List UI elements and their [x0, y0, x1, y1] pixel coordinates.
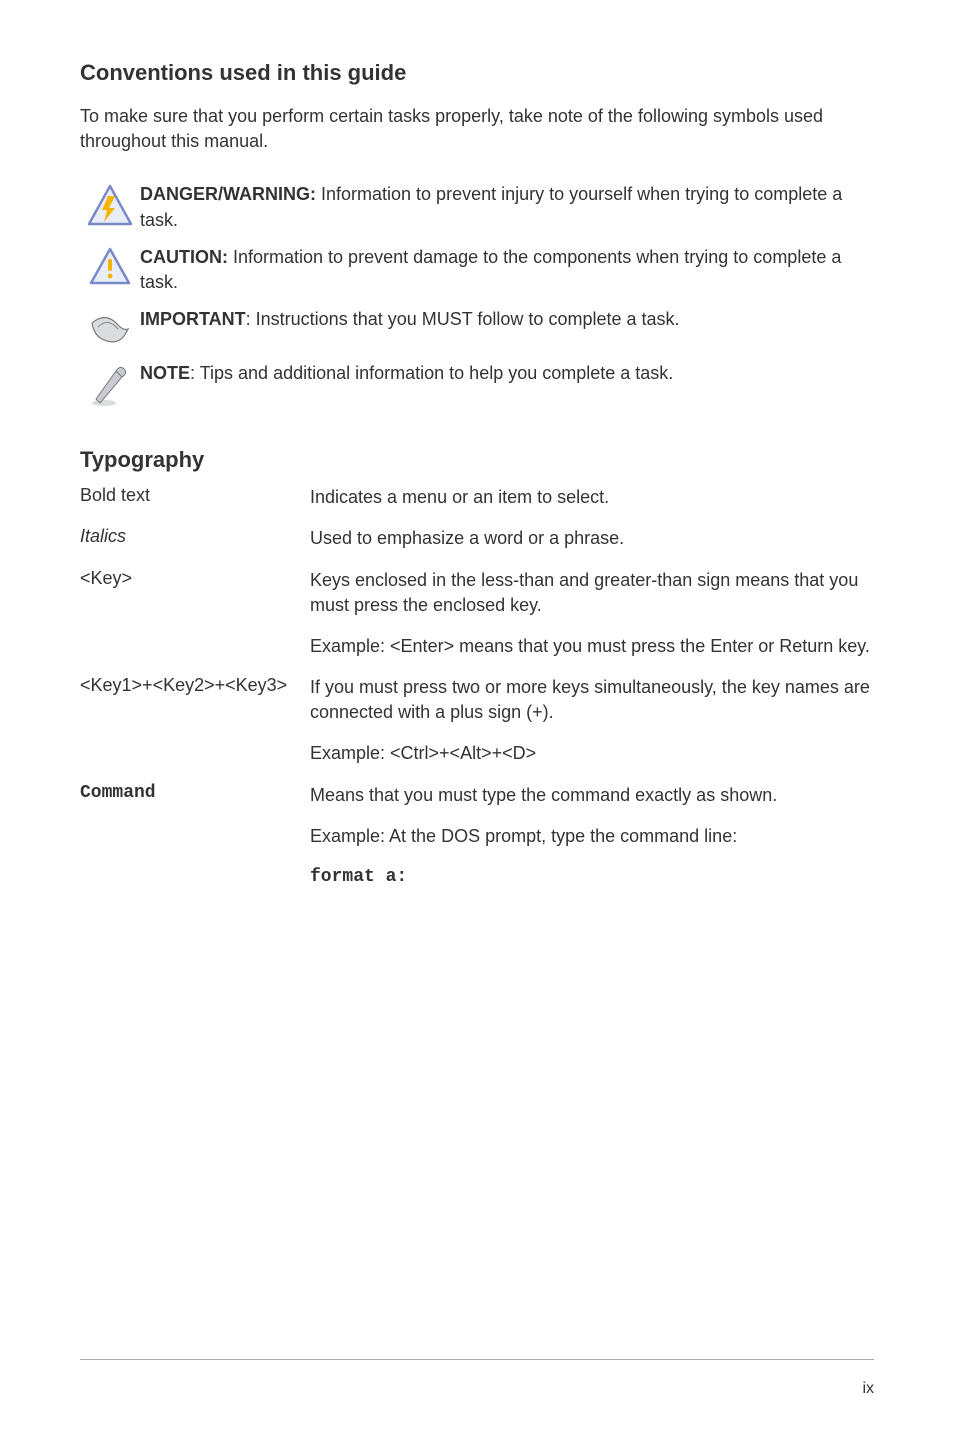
typo-def-key-1: Keys enclosed in the less-than and great… — [310, 568, 874, 618]
typo-def-italics: Used to emphasize a word or a phrase. — [310, 526, 624, 551]
caution-icon — [80, 245, 140, 285]
typo-row-key-ex: Example: <Enter> means that you must pre… — [80, 634, 874, 659]
callout-caution-body: Information to prevent damage to the com… — [140, 247, 841, 292]
typo-def-keycombo-2: Example: <Ctrl>+<Alt>+<D> — [310, 741, 536, 766]
danger-icon — [80, 182, 140, 226]
callout-important: IMPORTANT: Instructions that you MUST fo… — [80, 307, 874, 349]
typo-term-command: Command — [80, 783, 310, 803]
typo-row-keycombo: <Key1>+<Key2>+<Key3> If you must press t… — [80, 675, 874, 725]
footer-rule — [80, 1359, 874, 1360]
typo-def-command-3: format a: — [310, 865, 407, 890]
typo-def-command-2: Example: At the DOS prompt, type the com… — [310, 824, 737, 849]
typo-row-command: Command Means that you must type the com… — [80, 783, 874, 808]
callout-danger-text: DANGER/WARNING: Information to prevent i… — [140, 182, 874, 232]
callout-important-text: IMPORTANT: Instructions that you MUST fo… — [140, 307, 680, 332]
typography-heading: Typography — [80, 447, 874, 473]
conventions-heading: Conventions used in this guide — [80, 60, 874, 86]
page-number: ix — [862, 1380, 874, 1398]
callout-note-text: NOTE: Tips and additional information to… — [140, 361, 673, 386]
typo-def-command-1: Means that you must type the command exa… — [310, 783, 777, 808]
callout-caution-text: CAUTION: Information to prevent damage t… — [140, 245, 874, 295]
conventions-intro: To make sure that you perform certain ta… — [80, 104, 874, 154]
callout-caution: CAUTION: Information to prevent damage t… — [80, 245, 874, 295]
callout-danger: DANGER/WARNING: Information to prevent i… — [80, 182, 874, 232]
typo-term-italics: Italics — [80, 526, 310, 547]
callout-danger-lead: DANGER/WARNING: — [140, 184, 316, 204]
typo-row-command-ex: Example: At the DOS prompt, type the com… — [80, 824, 874, 849]
typo-row-bold: Bold text Indicates a menu or an item to… — [80, 485, 874, 510]
callout-note-body: : Tips and additional information to hel… — [190, 363, 673, 383]
typo-row-command-code: format a: — [80, 865, 874, 890]
callout-note: NOTE: Tips and additional information to… — [80, 361, 874, 407]
important-icon — [80, 307, 140, 349]
callout-important-body: : Instructions that you MUST follow to c… — [246, 309, 680, 329]
typo-term-keycombo: <Key1>+<Key2>+<Key3> — [80, 675, 310, 696]
typo-def-bold: Indicates a menu or an item to select. — [310, 485, 609, 510]
typo-row-key: <Key> Keys enclosed in the less-than and… — [80, 568, 874, 618]
callout-note-lead: NOTE — [140, 363, 190, 383]
typo-def-keycombo-1: If you must press two or more keys simul… — [310, 675, 874, 725]
typo-row-keycombo-ex: Example: <Ctrl>+<Alt>+<D> — [80, 741, 874, 766]
typo-term-bold: Bold text — [80, 485, 310, 506]
callout-caution-lead: CAUTION: — [140, 247, 228, 267]
typo-term-key: <Key> — [80, 568, 310, 589]
typo-def-key-2: Example: <Enter> means that you must pre… — [310, 634, 870, 659]
callout-important-lead: IMPORTANT — [140, 309, 246, 329]
typo-row-italics: Italics Used to emphasize a word or a ph… — [80, 526, 874, 551]
note-icon — [80, 361, 140, 407]
